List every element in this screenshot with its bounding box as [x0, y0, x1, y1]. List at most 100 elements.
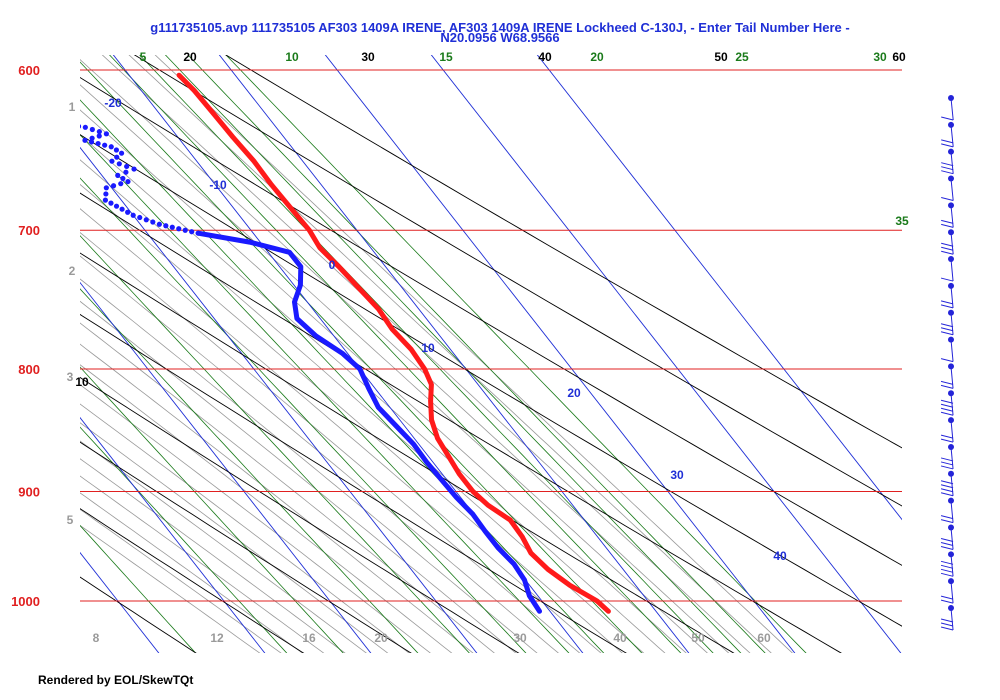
dewpoint-point	[49, 120, 54, 125]
dewpoint-point	[130, 212, 136, 218]
mixing-ratio-label: 15	[439, 50, 453, 64]
dewpoint-point	[176, 226, 182, 232]
dewpoint-point	[108, 200, 114, 206]
moist-adiabat-label: 12	[210, 631, 224, 645]
height-label: 1	[69, 100, 76, 114]
wind-barb	[940, 256, 954, 282]
wind-barb	[940, 443, 954, 470]
isotherm-label: -20	[104, 96, 122, 110]
isotherm-line	[80, 416, 266, 653]
isotherm-label: 20	[567, 386, 581, 400]
dewpoint-point	[80, 124, 82, 129]
mixing-ratio-label: 30	[873, 50, 887, 64]
dry-adiabat-label: 30	[361, 50, 375, 64]
dry-adiabat-label: 10	[75, 375, 89, 389]
dewpoint-point	[115, 172, 121, 178]
moist-adiabat-line	[80, 183, 623, 653]
dewpoint-point	[150, 219, 156, 225]
pressure-tick-label: 600	[18, 63, 40, 78]
mixing-ratio-label: 20	[590, 50, 604, 64]
dewpoint-point	[96, 133, 102, 139]
isobars	[80, 69, 902, 602]
mixing-ratio-label: 35	[895, 214, 909, 228]
dewpoint-point	[82, 137, 88, 143]
axis-labels: 600 700 800 900 1000 -20 -10 0 10 20 30 40 20 30 40 50 6…	[11, 50, 909, 645]
dewpoint-point	[137, 214, 143, 221]
dewpoint-point	[119, 206, 125, 212]
mixing-ratio-line	[80, 177, 527, 653]
isotherm-line	[218, 55, 690, 653]
wind-barb	[940, 497, 954, 524]
mixing-ratio-line	[164, 55, 742, 653]
dewpoint-point	[120, 175, 126, 182]
mixing-ratio-line	[139, 55, 714, 653]
moist-adiabat-line	[80, 475, 325, 653]
temperature-line	[176, 72, 611, 614]
moist-adiabat-line	[80, 343, 474, 653]
moist-adiabat-label: 16	[302, 631, 316, 645]
moist-adiabat-label: 50	[691, 631, 705, 645]
dry-adiabat-line	[133, 55, 902, 507]
isotherm-label: 40	[773, 549, 787, 563]
dewpoint-point	[113, 147, 120, 153]
isotherm-line	[0, 0, 60, 662]
isotherm-line	[536, 55, 902, 521]
mixing-ratio-line	[187, 55, 766, 653]
dewpoint-point	[62, 122, 67, 127]
mixing-ratio-label: 25	[735, 50, 749, 64]
isotherm-line	[324, 55, 796, 653]
mixing-ratio-line	[109, 55, 682, 653]
dewpoint-point	[13, 116, 18, 121]
dry-adiabat-line	[80, 252, 735, 653]
moist-adiabat-label: 20	[374, 631, 388, 645]
dewpoint-point	[156, 221, 162, 227]
dry-adiabat-line	[80, 313, 627, 653]
moist-adiabat-line	[80, 109, 687, 653]
dewpoint-point	[189, 229, 195, 235]
dewpoint-point	[95, 140, 101, 147]
wind-barb	[940, 336, 954, 363]
dry-adiabat-label: 60	[892, 50, 906, 64]
mixing-ratio-line	[80, 134, 570, 653]
chart-title-line2: N20.0956 W68.9566	[440, 30, 560, 45]
dry-adiabat-label: 40	[538, 50, 552, 64]
moist-adiabat-line	[80, 384, 431, 653]
dewpoint-point	[0, 114, 4, 119]
dry-adiabat-line	[225, 55, 902, 449]
mixing-ratio-label: 5	[140, 50, 147, 64]
wind-barb	[941, 202, 954, 228]
wind-barb	[941, 121, 954, 148]
isotherm-label: 10	[421, 341, 435, 355]
dewpoint-point	[69, 123, 74, 128]
wind-barb	[940, 309, 954, 336]
moist-adiabat-line	[80, 300, 517, 653]
dry-adiabat-line	[80, 76, 902, 566]
dewpoint-point	[56, 121, 61, 126]
dewpoint-point	[114, 154, 120, 160]
dewpoint-point	[125, 209, 131, 215]
wind-barb	[941, 175, 954, 202]
dewpoint-point	[102, 142, 108, 148]
moist-adiabat-line	[80, 403, 410, 653]
dewpoint-point	[103, 185, 109, 191]
moist-adiabat-line	[80, 458, 346, 653]
wind-barb	[940, 417, 954, 443]
dry-adiabat-label: 50	[714, 50, 728, 64]
isotherm-line	[80, 281, 372, 653]
dewpoint-point	[131, 166, 137, 172]
wind-barb	[941, 95, 954, 121]
mixing-ratio-line	[80, 235, 470, 653]
moist-adiabat-line	[80, 322, 495, 653]
moist-adiabat-line	[128, 55, 772, 653]
temperature-profile	[176, 72, 611, 614]
dewpoint-point	[182, 227, 188, 233]
wind-barb	[940, 524, 954, 550]
dewpoint-point	[35, 118, 40, 123]
moist-adiabat-line	[80, 59, 730, 653]
moist-adiabat-label: 8	[93, 631, 100, 645]
wind-barb	[940, 470, 954, 497]
wind-barbs	[940, 95, 954, 631]
chart-title-line1: g111735105.avp 111735105 AF303 1409A IRE…	[150, 20, 850, 35]
mixing-ratio-line	[80, 524, 197, 653]
dewpoint-point	[28, 117, 33, 122]
